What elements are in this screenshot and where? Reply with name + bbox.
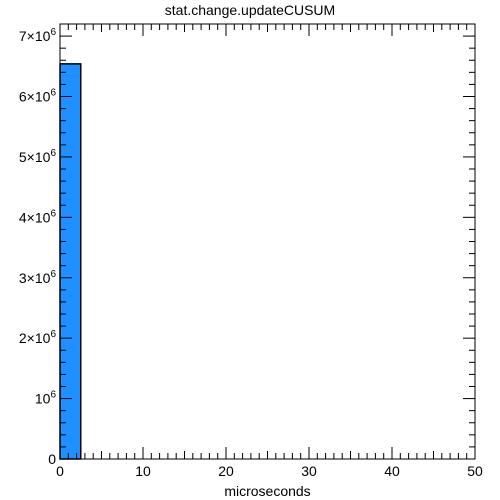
y-axis-tick-labels: 0 106 2×106 3×106 4×106 5×106 6×106 7×106 [19,27,57,467]
y-tick-label: 0 [48,451,56,467]
x-tick-label: 20 [218,463,234,479]
y-tick-label: 5×106 [19,148,57,165]
x-tick-label: 30 [301,463,317,479]
y-tick-label: 4×106 [19,208,57,225]
x-tick-label: 50 [467,463,483,479]
x-axis-ticks [59,24,476,459]
chart-title: stat.change.updateCUSUM [164,2,336,18]
y-tick-label: 7×106 [19,27,57,44]
y-axis-ticks [60,23,475,460]
y-tick-label: 3×106 [19,269,57,286]
x-tick-label: 10 [135,463,151,479]
plot-frame [59,23,476,460]
x-tick-label: 40 [384,463,400,479]
y-tick-label: 2×106 [19,329,57,346]
histogram-bar [59,63,82,460]
x-tick-label: 0 [56,463,64,479]
y-tick-label: 6×106 [19,88,57,105]
bar-group [59,63,82,460]
x-axis-tick-labels: 0 10 20 30 40 50 [56,463,483,479]
y-tick-label: 106 [35,390,57,407]
x-axis-label: microseconds [224,483,310,499]
